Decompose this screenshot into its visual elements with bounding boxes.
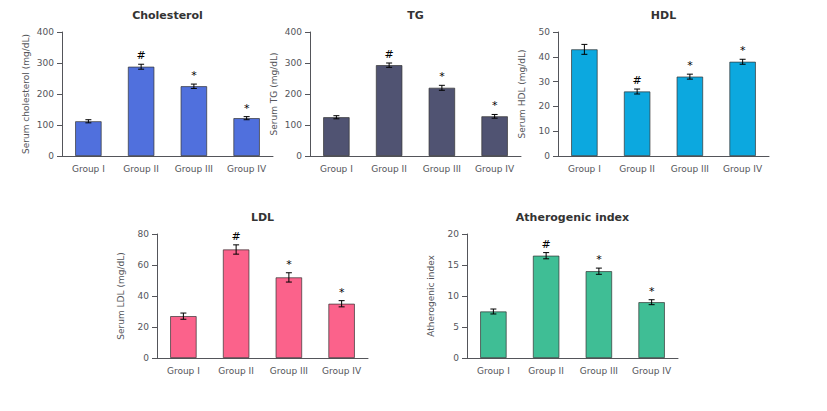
svg-text:Group I: Group I <box>477 366 510 376</box>
svg-text:0: 0 <box>143 353 149 363</box>
svg-text:#: # <box>385 48 394 61</box>
svg-text:100: 100 <box>285 120 302 130</box>
svg-text:Group II: Group II <box>528 366 564 376</box>
svg-text:*: * <box>740 44 746 57</box>
svg-text:200: 200 <box>37 89 54 99</box>
svg-text:Group I: Group I <box>568 164 601 174</box>
svg-text:*: * <box>687 59 693 72</box>
svg-text:*: * <box>339 286 345 299</box>
svg-text:300: 300 <box>37 58 54 68</box>
svg-text:*: * <box>492 99 498 112</box>
svg-text:*: * <box>286 258 292 271</box>
svg-text:0: 0 <box>48 151 54 161</box>
svg-text:*: * <box>439 70 445 83</box>
svg-text:40: 40 <box>539 52 551 62</box>
svg-text:*: * <box>244 102 250 115</box>
svg-text:Group IV: Group IV <box>723 164 763 174</box>
svg-text:400: 400 <box>285 27 302 37</box>
svg-text:Group III: Group III <box>423 164 461 174</box>
svg-text:#: # <box>232 230 241 243</box>
svg-text:10: 10 <box>448 291 460 301</box>
svg-text:Serum LDL (mg/dL): Serum LDL (mg/dL) <box>116 252 126 339</box>
svg-text:30: 30 <box>539 77 551 87</box>
svg-text:Group I: Group I <box>167 366 200 376</box>
svg-text:Group III: Group III <box>580 366 618 376</box>
svg-text:Group II: Group II <box>371 164 407 174</box>
svg-text:20: 20 <box>448 229 460 239</box>
svg-text:0: 0 <box>544 151 550 161</box>
svg-text:*: * <box>596 253 602 266</box>
svg-text:#: # <box>633 74 642 87</box>
svg-text:400: 400 <box>37 27 54 37</box>
svg-text:100: 100 <box>37 120 54 130</box>
svg-text:Group IV: Group IV <box>632 366 672 376</box>
svg-text:Group IV: Group IV <box>322 366 362 376</box>
svg-text:LDL: LDL <box>251 211 274 224</box>
svg-text:*: * <box>191 69 197 82</box>
svg-text:20: 20 <box>138 322 150 332</box>
svg-text:Group III: Group III <box>671 164 709 174</box>
svg-text:Group IV: Group IV <box>475 164 515 174</box>
svg-text:300: 300 <box>285 58 302 68</box>
svg-text:Group I: Group I <box>320 164 353 174</box>
svg-text:0: 0 <box>296 151 302 161</box>
svg-text:Cholesterol: Cholesterol <box>132 9 203 22</box>
svg-text:5: 5 <box>453 322 459 332</box>
svg-text:20: 20 <box>539 101 551 111</box>
svg-text:HDL: HDL <box>651 9 676 22</box>
svg-text:Group III: Group III <box>270 366 308 376</box>
svg-text:200: 200 <box>285 89 302 99</box>
svg-text:Group I: Group I <box>72 164 105 174</box>
svg-text:Group IV: Group IV <box>227 164 267 174</box>
svg-text:0: 0 <box>453 353 459 363</box>
svg-text:Atherogenic index: Atherogenic index <box>426 254 436 336</box>
svg-text:Group III: Group III <box>175 164 213 174</box>
svg-text:Group II: Group II <box>218 366 254 376</box>
svg-text:80: 80 <box>138 229 150 239</box>
svg-text:Group II: Group II <box>123 164 159 174</box>
svg-text:Serum cholesterol (mg/dL): Serum cholesterol (mg/dL) <box>21 34 31 154</box>
svg-text:10: 10 <box>539 126 551 136</box>
svg-text:#: # <box>542 238 551 251</box>
svg-text:*: * <box>649 285 655 298</box>
svg-text:Group II: Group II <box>619 164 655 174</box>
svg-text:60: 60 <box>138 260 150 270</box>
svg-text:Serum TG (mg/dL): Serum TG (mg/dL) <box>269 53 279 136</box>
svg-text:TG: TG <box>407 9 424 22</box>
svg-text:Atherogenic index: Atherogenic index <box>516 211 629 224</box>
svg-text:50: 50 <box>539 27 551 37</box>
svg-text:40: 40 <box>138 291 150 301</box>
svg-text:Serum HDL (mg/dL): Serum HDL (mg/dL) <box>517 49 527 138</box>
svg-text:#: # <box>137 49 146 62</box>
svg-text:15: 15 <box>448 260 459 270</box>
